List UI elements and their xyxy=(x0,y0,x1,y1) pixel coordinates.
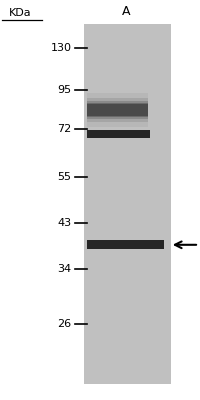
Text: 26: 26 xyxy=(57,319,71,329)
Bar xyxy=(87,93,147,127)
Text: A: A xyxy=(122,5,130,18)
Text: 95: 95 xyxy=(57,85,71,95)
Bar xyxy=(87,104,147,116)
Text: 72: 72 xyxy=(57,124,71,134)
Bar xyxy=(87,240,163,249)
Text: KDa: KDa xyxy=(9,8,31,18)
Text: 43: 43 xyxy=(57,218,71,228)
Text: 55: 55 xyxy=(57,172,71,182)
Text: 130: 130 xyxy=(50,43,71,53)
Bar xyxy=(87,130,149,138)
Bar xyxy=(84,24,170,384)
Bar xyxy=(87,103,147,117)
Bar xyxy=(87,101,147,119)
Text: 34: 34 xyxy=(57,264,71,274)
Bar xyxy=(87,98,147,122)
